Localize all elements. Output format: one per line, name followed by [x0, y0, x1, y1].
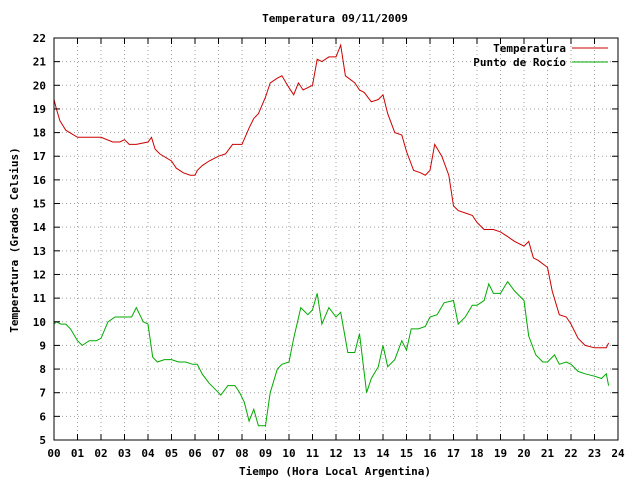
x-tick-label: 01	[71, 447, 85, 460]
y-tick-label: 12	[33, 268, 46, 281]
x-tick-label: 02	[94, 447, 107, 460]
chart-title: Temperatura 09/11/2009	[262, 12, 408, 25]
x-tick-label: 17	[447, 447, 460, 460]
grid	[54, 38, 618, 440]
tick-labels: 00 01 02 03 04 05 06 07 08 09 10 11 12 13 14 15 16 17 18 19…	[33, 32, 625, 460]
x-tick-label: 09	[259, 447, 272, 460]
y-tick-label: 17	[33, 150, 46, 163]
legend: Temperatura Punto de Rocío	[473, 42, 608, 69]
y-tick-label: 11	[33, 292, 47, 305]
y-tick-label: 8	[39, 363, 46, 376]
x-tick-label: 12	[329, 447, 342, 460]
x-tick-label: 20	[517, 447, 530, 460]
x-tick-label: 08	[235, 447, 248, 460]
legend-label-temperatura: Temperatura	[493, 42, 566, 55]
x-tick-label: 04	[141, 447, 155, 460]
y-tick-label: 10	[33, 316, 46, 329]
legend-label-punto-de-rocio: Punto de Rocío	[473, 56, 566, 69]
x-tick-label: 21	[541, 447, 555, 460]
x-tick-label: 19	[494, 447, 507, 460]
y-tick-label: 13	[33, 245, 46, 258]
y-tick-label: 20	[33, 79, 46, 92]
y-tick-label: 16	[33, 174, 47, 187]
ticks	[53, 37, 619, 441]
x-tick-label: 06	[188, 447, 202, 460]
series-group	[53, 43, 610, 427]
x-tick-label: 14	[376, 447, 390, 460]
x-tick-label: 13	[353, 447, 366, 460]
x-tick-label: 03	[118, 447, 131, 460]
x-tick-label: 16	[423, 447, 437, 460]
y-tick-label: 9	[39, 339, 46, 352]
x-axis-label: Tiempo (Hora Local Argentina)	[239, 465, 431, 478]
x-tick-label: 11	[306, 447, 320, 460]
x-tick-label: 22	[564, 447, 577, 460]
y-tick-label: 7	[39, 387, 46, 400]
y-axis-label: Temperatura (Grados Celsius)	[8, 147, 21, 332]
y-tick-label: 6	[39, 410, 46, 423]
y-tick-label: 15	[33, 198, 46, 211]
y-tick-label: 19	[33, 103, 46, 116]
y-tick-label: 21	[33, 56, 47, 69]
series-line-punto-de-rocio	[53, 280, 610, 427]
x-tick-label: 00	[47, 447, 60, 460]
y-tick-label: 18	[33, 127, 46, 140]
y-tick-label: 14	[33, 221, 47, 234]
x-tick-label: 23	[588, 447, 601, 460]
x-tick-label: 07	[212, 447, 225, 460]
x-tick-label: 15	[400, 447, 413, 460]
x-tick-label: 18	[470, 447, 483, 460]
y-tick-label: 5	[39, 434, 46, 447]
series-line-temperatura	[53, 43, 610, 349]
x-tick-label: 10	[282, 447, 295, 460]
x-tick-label: 05	[165, 447, 178, 460]
y-tick-label: 22	[33, 32, 46, 45]
x-tick-label: 24	[611, 447, 625, 460]
